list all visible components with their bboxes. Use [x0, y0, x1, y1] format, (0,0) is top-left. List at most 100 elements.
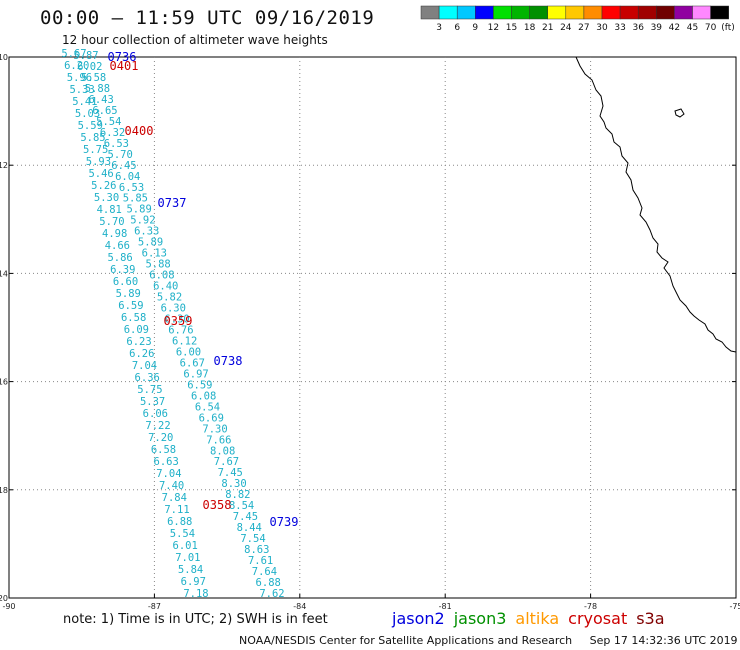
- legend-s3a: s3a: [636, 609, 665, 628]
- swh-value: 6.30: [161, 303, 186, 315]
- color-scale-label: 36: [632, 23, 644, 33]
- swh-value: 4.81: [97, 204, 122, 216]
- color-scale-label: 39: [651, 23, 663, 33]
- swh-value: 7.61: [248, 555, 273, 567]
- swh-value: 7.66: [206, 434, 231, 446]
- color-scale-swatch: [692, 5, 711, 20]
- swh-value: 5.93: [86, 156, 111, 168]
- color-scale-swatch: [420, 5, 440, 20]
- color-scale-swatch: [674, 5, 693, 20]
- color-scale-label: 33: [614, 23, 625, 33]
- legend-cryosat: cryosat: [568, 609, 628, 628]
- swh-value: 5.33: [69, 84, 94, 96]
- color-scale-label: 27: [578, 23, 589, 33]
- swh-value: 5.85: [80, 132, 105, 144]
- swh-value: 5.75: [137, 384, 162, 396]
- color-scale-unit: (ft): [721, 23, 735, 33]
- swh-value: 4.98: [102, 228, 127, 240]
- color-scale-swatch: [438, 5, 458, 20]
- swh-value: 8.44: [237, 522, 262, 534]
- swh-value: 7.18: [183, 588, 208, 600]
- color-scale-swatch: [565, 5, 585, 20]
- swh-value: 5.67: [61, 48, 86, 60]
- color-scale-swatch: [475, 5, 494, 20]
- longitude-tick-label: -84: [293, 602, 306, 611]
- swh-value: 5.82: [157, 292, 182, 304]
- pass-time-label: 0736: [108, 50, 137, 64]
- credit-agency: NOAA/NESDIS Center for Satellite Applica…: [239, 634, 573, 647]
- swh-value: 6.30: [164, 314, 189, 326]
- swh-value: 6.60: [113, 276, 138, 288]
- swh-value: 5.58: [81, 72, 106, 84]
- swh-value: 6.02: [77, 61, 102, 73]
- swh-value: 6.53: [119, 182, 144, 194]
- color-scale-label: 24: [560, 23, 572, 33]
- swh-value: 6.59: [187, 379, 212, 391]
- pass-time-label: 0358: [203, 498, 232, 512]
- swh-value: 5.86: [107, 252, 132, 264]
- longitude-tick-label: -75: [729, 602, 740, 611]
- swh-value: 6.08: [191, 390, 216, 402]
- swh-value: 6.88: [167, 516, 192, 528]
- latitude-tick-label: 20: [0, 594, 8, 603]
- swh-value: 6.43: [89, 94, 114, 106]
- swh-value: 6.06: [143, 408, 168, 420]
- color-scale-swatch: [637, 5, 657, 20]
- swh-value: 6.67: [180, 357, 205, 369]
- latitude-tick-label: 18: [0, 486, 8, 495]
- swh-value: 8.82: [225, 489, 250, 501]
- swh-value: 7.20: [148, 432, 173, 444]
- swh-value: 6.58: [151, 444, 176, 456]
- color-scale-swatch: [601, 5, 621, 20]
- swh-value: 6.13: [142, 248, 167, 260]
- swh-value: 6.69: [199, 412, 224, 424]
- swh-value: 6.76: [168, 324, 193, 336]
- swh-value: 5.84: [178, 564, 203, 576]
- swh-value: 7.01: [175, 552, 200, 564]
- swh-value: 5.30: [94, 192, 119, 204]
- chart-title: 00:00 – 11:59 UTC 09/16/2019: [40, 7, 375, 29]
- color-scale-swatch: [456, 5, 476, 20]
- swh-value: 6.63: [154, 456, 179, 468]
- swh-value: 6.36: [135, 372, 160, 384]
- swh-value: 5.03: [75, 108, 100, 120]
- pass-time-label: 0739: [270, 515, 299, 529]
- color-scale-label: 30: [596, 23, 608, 33]
- swh-value: 8.54: [229, 500, 254, 512]
- swh-value: 6.08: [149, 270, 174, 282]
- swh-value: 7.11: [164, 504, 189, 516]
- color-scale-swatch: [547, 5, 567, 20]
- swh-value: 5.59: [78, 120, 103, 132]
- swh-value: 7.45: [218, 467, 243, 479]
- color-scale-label: 15: [506, 23, 517, 33]
- color-scale-swatch: [583, 5, 603, 20]
- swh-value: 7.40: [159, 480, 184, 492]
- swh-value: 5.37: [140, 396, 165, 408]
- swh-value: 6.39: [110, 264, 135, 276]
- pass-time-label: 0401: [110, 59, 139, 73]
- swh-value: 8.30: [221, 478, 246, 490]
- longitude-tick-label: -81: [439, 602, 452, 611]
- latitude-tick-label: 14: [0, 269, 8, 278]
- pass-time-label: 0737: [158, 196, 187, 210]
- color-scale-label: 70: [705, 23, 717, 33]
- swh-value: 5.89: [116, 288, 141, 300]
- color-scale-swatch: [493, 5, 512, 20]
- swh-value: 6.04: [115, 171, 140, 183]
- swh-value: 6.53: [104, 138, 129, 150]
- swh-value: 8.63: [244, 544, 269, 556]
- swh-value: 5.54: [170, 528, 195, 540]
- pass-time-label: 0400: [125, 124, 154, 138]
- swh-value: 4.66: [105, 240, 130, 252]
- legend-jason3: jason3: [453, 609, 507, 628]
- color-scale-label: 6: [454, 23, 460, 33]
- swh-value: 6.58: [121, 312, 146, 324]
- swh-value: 5.89: [126, 204, 151, 216]
- swh-value: 5.92: [130, 215, 155, 227]
- coastline: [575, 56, 737, 353]
- pass-time-label: 0359: [164, 314, 193, 328]
- axis-ticks: -90 -87 -84 -81 -78 -75 10 12 14 16 18 20: [0, 53, 740, 611]
- credit-line: NOAA/NESDIS Center for Satellite Applica…: [239, 634, 740, 647]
- swh-value: 7.84: [162, 492, 187, 504]
